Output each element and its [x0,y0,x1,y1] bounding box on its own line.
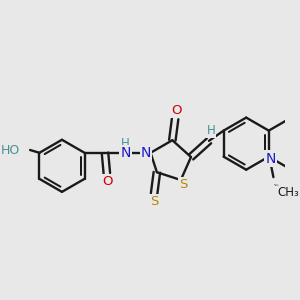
Text: H: H [206,124,215,137]
Text: O: O [103,175,113,188]
Text: H: H [121,137,130,150]
Text: S: S [179,178,188,191]
Text: S: S [150,196,158,208]
Text: HO: HO [1,143,20,157]
Text: methyl: methyl [274,184,279,185]
Text: N: N [141,146,151,160]
Text: O: O [171,104,181,117]
Text: N: N [120,146,130,160]
Text: N: N [266,152,276,166]
Text: CH₃: CH₃ [277,185,299,199]
Text: methyl: methyl [275,185,280,186]
